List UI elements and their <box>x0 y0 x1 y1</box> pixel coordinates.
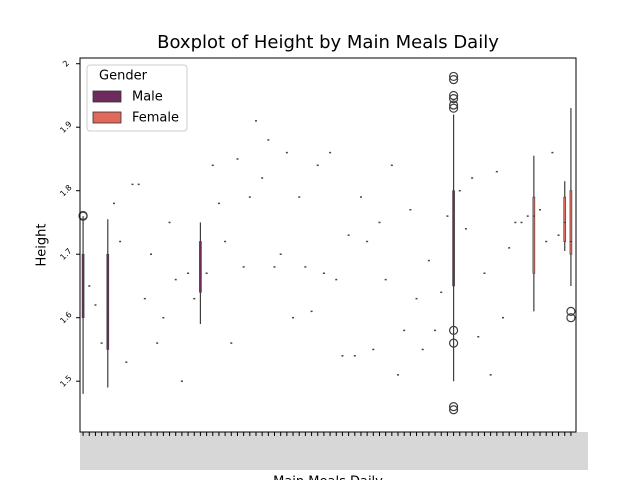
y-tick-label: 1.6 <box>58 310 73 325</box>
y-tick-label: 1.7 <box>58 247 73 262</box>
outlier <box>448 100 459 110</box>
outlier <box>448 325 459 336</box>
outlier <box>448 405 459 415</box>
box <box>563 196 567 242</box>
legend-title: Gender <box>99 69 148 84</box>
box <box>106 253 110 350</box>
outlier <box>448 94 459 104</box>
y-tick-label: 1.8 <box>58 183 73 198</box>
outlier <box>78 210 88 221</box>
outlier <box>448 402 459 412</box>
box <box>81 253 85 319</box>
box <box>569 190 573 255</box>
y-tick-label: 1.9 <box>58 120 73 135</box>
box <box>532 196 536 274</box>
outlier <box>448 71 459 82</box>
y-tick-label: 1.5 <box>58 374 73 389</box>
box <box>452 190 455 287</box>
plot-frame <box>79 57 577 433</box>
legend-swatch <box>92 90 122 103</box>
x-axis-label: Main Meals Daily <box>273 475 383 481</box>
chart-title: Boxplot of Height by Main Meals Daily <box>157 32 499 53</box>
outlier <box>566 313 576 323</box>
y-tick-label: 2 <box>61 59 71 69</box>
x-tick-label-clutter <box>80 432 588 470</box>
outlier <box>566 306 576 316</box>
outlier <box>448 74 459 85</box>
outlier <box>448 90 459 101</box>
outlier <box>448 338 459 348</box>
legend-swatch <box>92 111 122 124</box>
outlier <box>448 103 459 113</box>
legend-label: Male <box>132 90 163 105</box>
legend-label: Female <box>132 111 179 126</box>
y-axis-label: Height <box>35 224 50 267</box>
